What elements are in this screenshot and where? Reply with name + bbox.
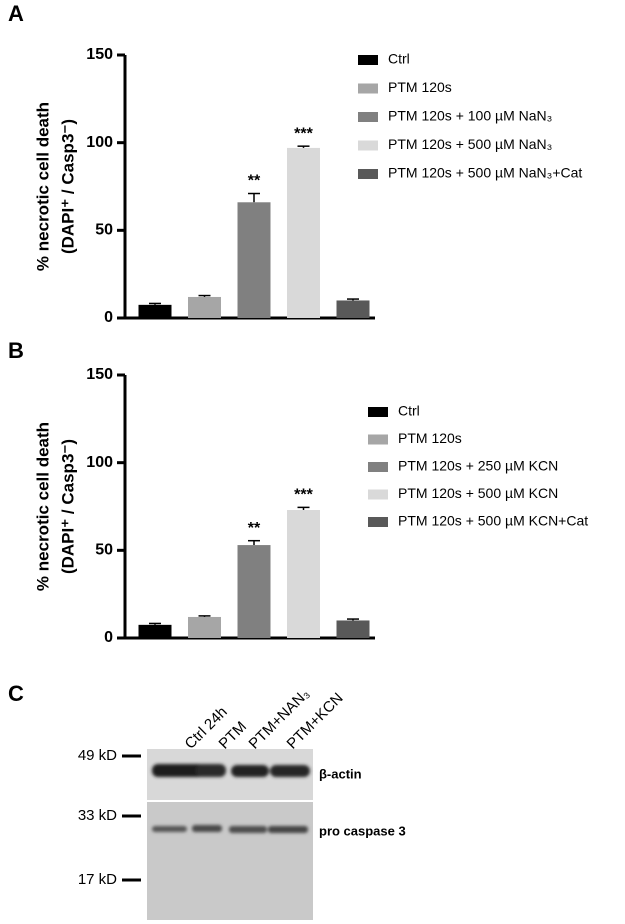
legend-label: PTM 120s xyxy=(388,79,452,95)
bar xyxy=(287,510,320,638)
legend-swatch xyxy=(368,434,388,445)
bar xyxy=(336,300,370,318)
y-tick-label: 100 xyxy=(86,134,113,151)
y-tick-label: 0 xyxy=(104,629,113,646)
bar xyxy=(138,304,172,318)
y-tick-label: 50 xyxy=(95,222,113,239)
legend-label: PTM 120s + 500 µM KCN+Cat xyxy=(398,513,588,529)
blot-membrane xyxy=(147,802,313,920)
y-axis-label: (DAPI⁺ / Casp3⁻) xyxy=(58,439,77,574)
bands xyxy=(152,764,310,833)
legend-swatch xyxy=(368,407,388,417)
significance: ** xyxy=(248,520,261,537)
legend-swatch xyxy=(368,462,388,472)
marker-label: 17 kD xyxy=(78,871,117,888)
y-tick-label: 100 xyxy=(86,454,113,471)
bar xyxy=(138,624,172,638)
y-axis-label: % necrotic cell death xyxy=(33,422,52,591)
legend-swatch xyxy=(358,140,378,151)
legend-label: PTM 120s + 500 µM NaN₃+Cat xyxy=(388,165,582,181)
legend-label: PTM 120s xyxy=(398,430,462,446)
legend-swatch xyxy=(358,83,378,94)
legend-swatch xyxy=(358,55,378,65)
bar xyxy=(188,296,221,318)
legend-swatch xyxy=(368,489,388,500)
legend-swatch xyxy=(358,112,378,122)
legend-label: PTM 120s + 250 µM KCN xyxy=(398,458,558,474)
panel-label: C xyxy=(8,681,24,706)
bar xyxy=(287,147,320,318)
legend-swatch xyxy=(368,517,388,527)
legend-label: Ctrl xyxy=(398,403,420,419)
significance: *** xyxy=(294,125,313,142)
bar xyxy=(237,202,271,318)
y-axis-label: % necrotic cell death xyxy=(33,102,52,271)
blot-panel: C Ctrl 24h PTM PTM+NAN₃ PTM+KCN 49 kD 33… xyxy=(8,681,406,920)
significance: *** xyxy=(294,487,313,504)
y-tick-label: 150 xyxy=(86,46,113,63)
y-axis-label: (DAPI⁺ / Casp3⁻) xyxy=(58,119,77,254)
marker-label: 49 kD xyxy=(78,747,117,764)
band-label: pro caspase 3 xyxy=(319,823,406,838)
significance: ** xyxy=(248,173,261,190)
legend-label: PTM 120s + 500 µM KCN xyxy=(398,485,558,501)
y-tick-label: 50 xyxy=(95,542,113,559)
bar xyxy=(188,616,221,638)
panel-label: A xyxy=(8,1,24,26)
charts: A % necrotic cell death (DAPI⁺ / Casp3⁻) 0 5… xyxy=(8,1,588,646)
legend-label: PTM 120s + 100 µM NaN₃ xyxy=(388,108,552,124)
bar xyxy=(336,620,370,638)
bar xyxy=(237,545,271,638)
panel-label: B xyxy=(8,338,24,363)
y-tick-label: 0 xyxy=(104,309,113,326)
legend-swatch xyxy=(358,169,378,179)
y-tick-label: 150 xyxy=(86,366,113,383)
band-label: β-actin xyxy=(319,766,362,781)
legend-label: Ctrl xyxy=(388,51,410,67)
legend-label: PTM 120s + 500 µM NaN₃ xyxy=(388,136,552,152)
marker-label: 33 kD xyxy=(78,807,117,824)
